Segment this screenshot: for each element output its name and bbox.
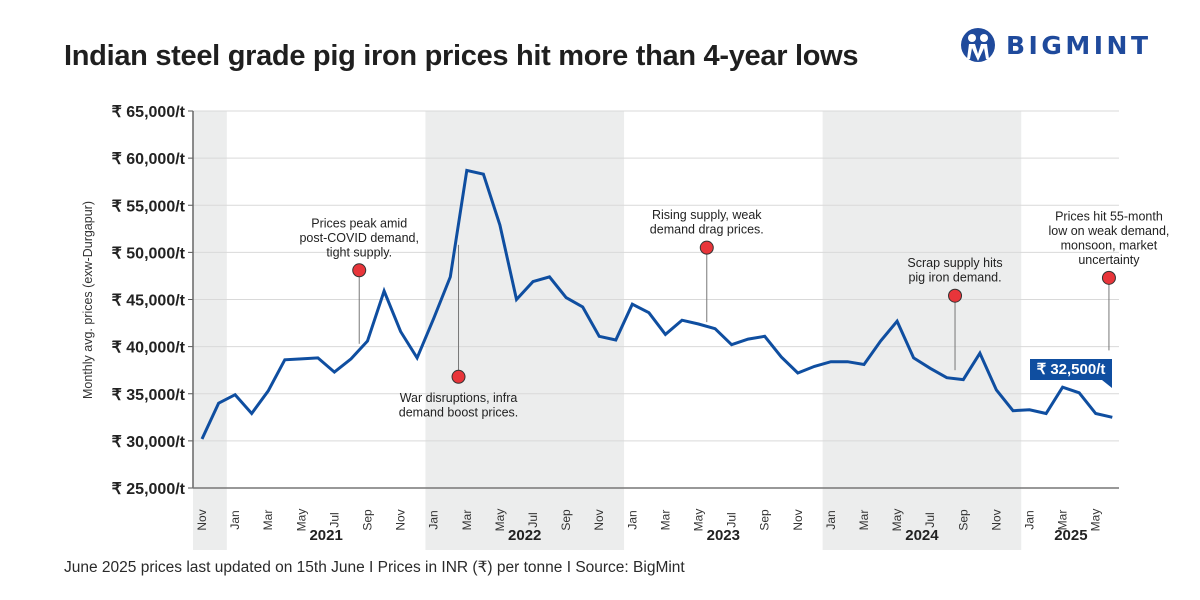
x-tick-label: Jul <box>725 512 739 527</box>
bigmint-logo: BIGMINT <box>960 27 1152 63</box>
x-tick-label: Nov <box>791 509 805 530</box>
y-axis-ticks: ₹ 25,000/t ₹ 30,000/t ₹ 35,000/t ₹ 40,000/t… <box>112 104 193 498</box>
x-tick-label: Jul <box>526 512 540 527</box>
y-tick-label: ₹ 65,000/t <box>112 104 186 121</box>
y-tick-label: ₹ 35,000/t <box>112 387 186 404</box>
x-tick-label: Nov <box>989 509 1003 530</box>
x-tick-label: May <box>890 509 904 532</box>
annotation-text: monsoon, market <box>1061 238 1158 252</box>
brand-name: BIGMINT <box>1006 30 1152 60</box>
x-tick-label: Sep <box>758 509 772 531</box>
annotation-leaders <box>358 244 1110 377</box>
annotation-text: post-COVID demand, <box>299 231 419 245</box>
x-tick-label: Sep <box>956 509 970 531</box>
x-tick-label: Jan <box>1023 510 1037 529</box>
annotation-text: tight supply. <box>326 245 392 259</box>
x-tick-label: Mar <box>261 510 275 531</box>
year-label-2022: 2022 <box>508 527 541 544</box>
year-label-2021: 2021 <box>309 527 342 544</box>
annotation-text: Prices hit 55-month <box>1055 209 1163 223</box>
price-line <box>200 168 1113 440</box>
x-tick-label: May <box>294 509 308 532</box>
x-tick-label: Sep <box>361 509 375 531</box>
annotation-text: Rising supply, weak <box>652 208 762 222</box>
y-tick-label: ₹ 55,000/t <box>112 198 186 215</box>
y-tick-label: ₹ 45,000/t <box>112 293 186 310</box>
gridlines <box>193 110 1119 442</box>
y-tick-label: ₹ 40,000/t <box>112 340 186 357</box>
x-tick-label: Nov <box>592 509 606 530</box>
x-tick-label: Jul <box>327 512 341 527</box>
latest-price-label-tail <box>1102 380 1112 388</box>
x-tick-label: Mar <box>460 510 474 531</box>
x-tick-label: Mar <box>658 510 672 531</box>
annotation-text: uncertainty <box>1078 253 1140 267</box>
annotation-marker <box>948 288 963 303</box>
x-tick-label: Sep <box>559 509 573 531</box>
x-tick-label: Mar <box>857 510 871 531</box>
x-tick-label: Jul <box>923 512 937 527</box>
x-tick-label: May <box>692 509 706 532</box>
x-tick-label: Nov <box>195 509 209 530</box>
year-label-2024: 2024 <box>905 527 939 544</box>
annotation-marker <box>699 240 714 255</box>
footer-note: June 2025 prices last updated on 15th Ju… <box>64 559 685 576</box>
annotation-text: War disruptions, infra <box>400 391 518 405</box>
x-tick-label: Jan <box>824 510 838 529</box>
y-tick-label: ₹ 30,000/t <box>112 434 186 451</box>
year-label-2025: 2025 <box>1054 527 1087 544</box>
annotation-marker <box>1101 270 1116 285</box>
y-tick-label: ₹ 60,000/t <box>112 151 186 168</box>
y-tick-label: ₹ 25,000/t <box>112 481 186 498</box>
annotation-marker <box>352 263 367 278</box>
x-tick-label: Jan <box>625 510 639 529</box>
year-band-2020 <box>193 111 227 550</box>
series-line <box>200 168 1113 440</box>
x-axis-ticks: Nov Jan Mar May Jul Sep Nov Jan Mar May Jul Sep Nov J… <box>195 509 1103 532</box>
x-tick-label: Nov <box>394 509 408 530</box>
x-tick-label: Jan <box>228 510 242 529</box>
year-band-2024 <box>822 111 1022 550</box>
year-labels: 2021 2022 2023 2024 2025 <box>309 527 1087 544</box>
annotation-text: demand drag prices. <box>650 223 764 237</box>
latest-price-label: ₹ 32,500/t <box>1030 359 1112 380</box>
x-tick-label: May <box>493 509 507 532</box>
x-tick-label: May <box>1089 509 1103 532</box>
annotation-text: low on weak demand, <box>1048 224 1169 238</box>
y-axis-title: Monthly avg. prices (exw-Durgapur) <box>81 201 95 399</box>
annotation-text: Prices peak amid <box>311 216 407 230</box>
bigmint-logo-icon <box>961 28 995 62</box>
annotation-marker <box>451 369 466 384</box>
annotation-text: pig iron demand. <box>908 271 1001 285</box>
annotation-text: demand boost prices. <box>399 405 519 419</box>
year-bands <box>193 111 1022 550</box>
chart-title: Indian steel grade pig iron prices hit m… <box>64 40 859 72</box>
x-tick-label: Jan <box>427 510 441 529</box>
x-tick-label: Mar <box>1056 510 1070 531</box>
y-tick-label: ₹ 50,000/t <box>112 245 186 262</box>
axes <box>192 111 1119 489</box>
annotation-text: Scrap supply hits <box>907 256 1002 270</box>
year-label-2023: 2023 <box>707 527 740 544</box>
